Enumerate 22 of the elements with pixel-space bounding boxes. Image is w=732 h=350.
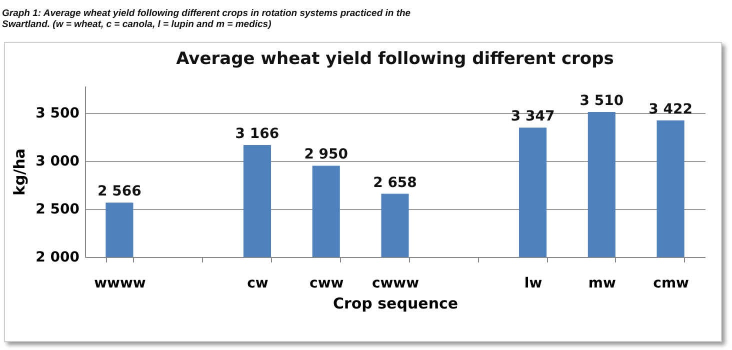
x-tick-label: mw <box>588 276 616 292</box>
y-tick-label: 2 000 <box>36 250 80 266</box>
x-tick-label: wwww <box>94 276 146 292</box>
data-label: 3 166 <box>235 126 280 142</box>
y-tick-label: 3 500 <box>36 105 80 122</box>
y-tick-label: 3 000 <box>36 153 80 170</box>
x-tick-label: cww <box>310 276 344 292</box>
data-label: 2 566 <box>98 184 142 200</box>
x-axis-title: Crop sequence <box>332 294 458 312</box>
data-label: 3 422 <box>648 101 692 118</box>
data-label: 3 510 <box>580 92 624 109</box>
data-label: 2 950 <box>304 146 348 163</box>
caption: Graph 1: Average wheat yield following different crops in rotation systems practiced in the Swartland. (w = wheat, c = canola, l = lupin and m = medics) <box>2 8 412 30</box>
data-label: 2 658 <box>373 174 417 191</box>
y-axis-title: kg/ha <box>10 148 29 196</box>
data-label: 3 347 <box>510 108 555 125</box>
x-tick-label: cw <box>247 276 268 292</box>
chart-title: Average wheat yield following different crops <box>176 49 614 69</box>
x-tick-label: cwww <box>372 276 420 292</box>
x-tick-label: lw <box>524 276 542 292</box>
x-tick-label: cmw <box>653 276 690 292</box>
y-tick-label: 2 500 <box>36 201 80 218</box>
